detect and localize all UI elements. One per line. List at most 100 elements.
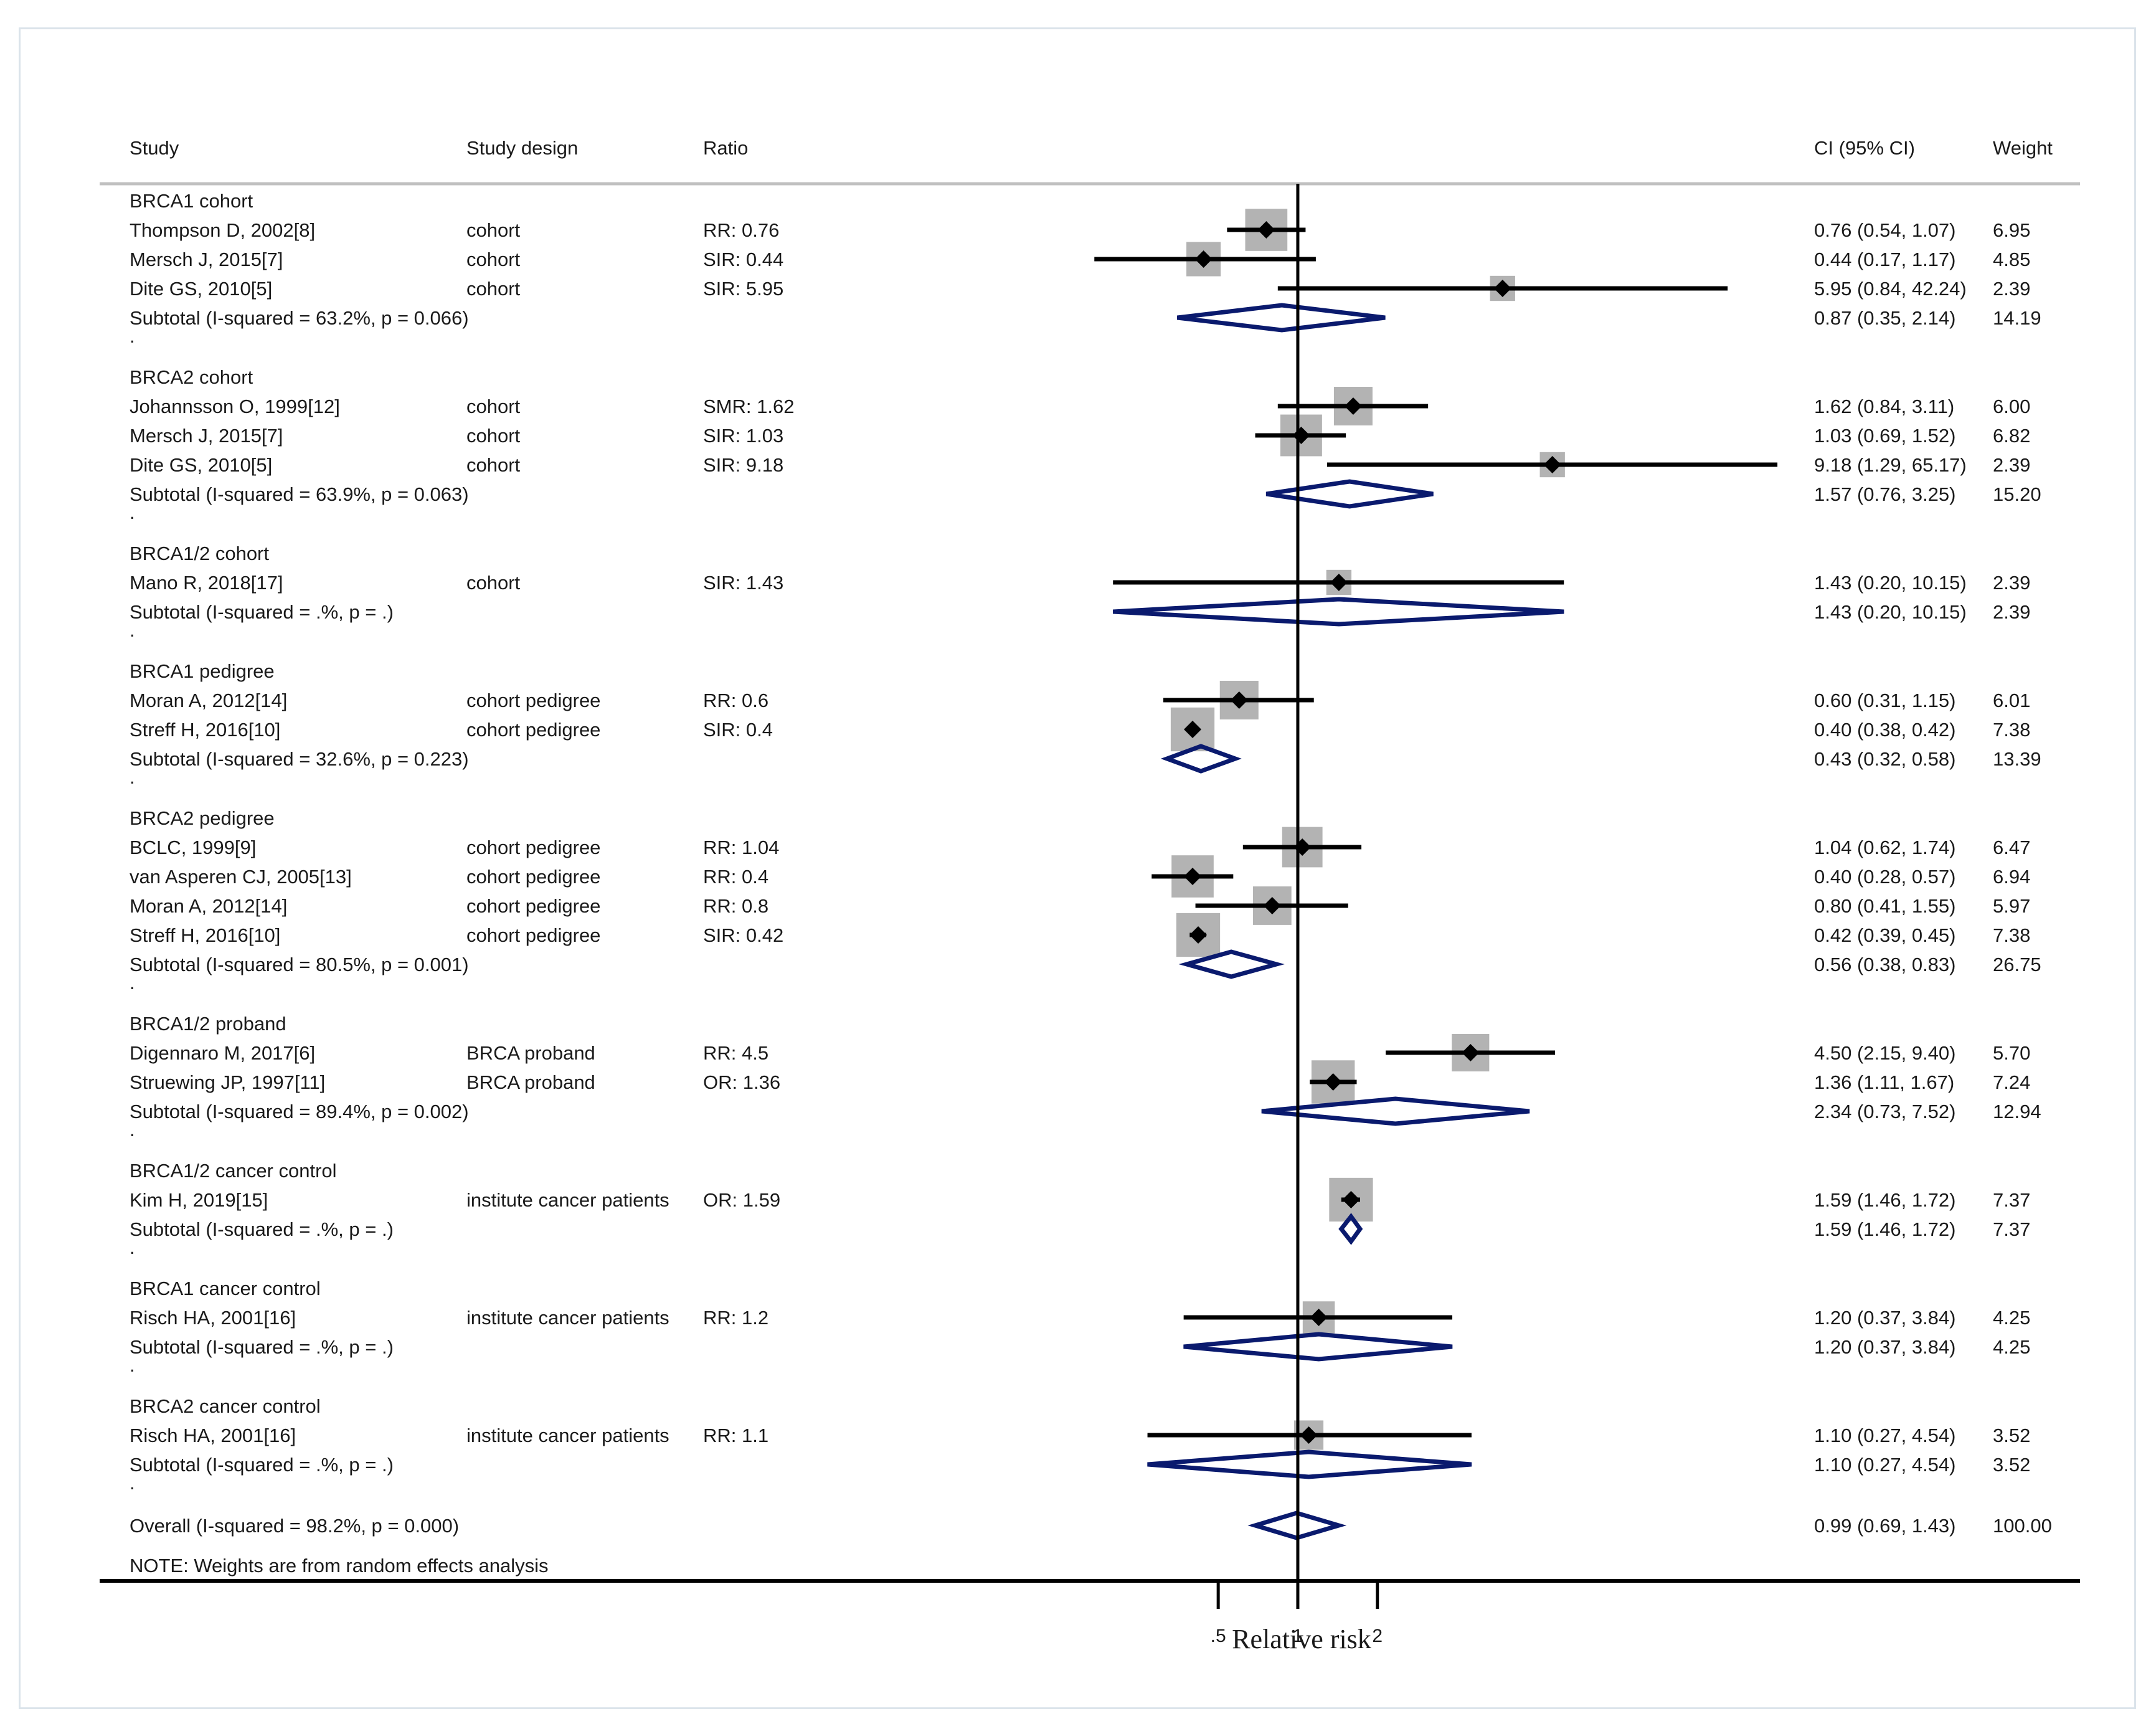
x-tick-label: .5 [1211,1626,1226,1646]
study-design: cohort pedigree [466,924,600,946]
point-estimate [1543,456,1561,473]
subtotal-diamond [1261,1096,1530,1126]
study-ratio: SIR: 0.44 [703,249,783,270]
point-estimate [1493,280,1511,297]
study-ratio: RR: 1.04 [703,837,779,858]
subtotal-label: Subtotal (I-squared = .%, p = .) [130,1336,394,1358]
study-design: cohort pedigree [466,719,600,741]
study-design: cohort pedigree [466,690,600,711]
study-ci: 1.10 (0.27, 4.54) [1814,1425,1956,1446]
subtotal-label: Subtotal (I-squared = 89.4%, p = 0.002) [130,1101,469,1122]
study-design: institute cancer patients [466,1425,669,1446]
point-estimate [1462,1044,1480,1061]
study-weight: 5.97 [1993,895,2030,917]
subtotal-weight: 13.39 [1993,748,2041,770]
study-ci: 9.18 (1.29, 65.17) [1814,454,1967,476]
study-design: cohort pedigree [466,895,600,917]
study-ratio: SIR: 0.42 [703,924,783,946]
subtotal-label: Subtotal (I-squared = .%, p = .) [130,1218,394,1240]
study-ratio: SIR: 1.43 [703,572,783,594]
study-weight: 6.82 [1993,425,2030,447]
study-ratio: RR: 0.6 [703,690,768,711]
subtotal-label: Subtotal (I-squared = 63.2%, p = 0.066) [130,307,469,329]
point-estimate [1189,926,1208,944]
subtotal-ci: 0.87 (0.35, 2.14) [1814,307,1956,329]
separator-dot: . [130,1354,135,1376]
point-estimate [1324,1073,1342,1091]
group-header: BRCA1 cancer control [130,1278,321,1299]
separator-dot: . [130,766,135,788]
group-header: BRCA1/2 cohort [130,543,269,564]
study-weight: 6.01 [1993,690,2030,711]
study-design: BRCA proband [466,1042,595,1064]
group-header: BRCA1 cohort [130,190,253,212]
study-ratio: RR: 1.2 [703,1307,768,1329]
x-axis-label: Relative risk [1232,1624,1371,1654]
study-ci: 1.04 (0.62, 1.74) [1814,837,1956,858]
study-ratio: SIR: 1.03 [703,425,783,447]
study-name: Mersch J, 2015[7] [130,425,283,447]
point-estimate [1184,868,1202,885]
study-ratio: RR: 1.1 [703,1425,768,1446]
subtotal-diamond [1265,479,1434,509]
point-estimate [1257,221,1275,239]
subtotal-ci: 1.20 (0.37, 3.84) [1814,1336,1956,1358]
study-ratio: SIR: 9.18 [703,454,783,476]
study-design: BRCA proband [466,1071,595,1093]
study-weight: 6.00 [1993,396,2030,417]
study-weight: 7.38 [1993,719,2030,741]
study-weight: 6.94 [1993,866,2030,888]
study-weight: 2.39 [1993,278,2030,300]
study-name: Risch HA, 2001[16] [130,1307,296,1329]
study-ci: 1.62 (0.84, 3.11) [1814,396,1954,417]
study-name: Moran A, 2012[14] [130,895,287,917]
x-tick-label: 2 [1372,1626,1383,1646]
study-name: Risch HA, 2001[16] [130,1425,296,1446]
study-ci: 1.43 (0.20, 10.15) [1814,572,1967,594]
study-ci: 1.03 (0.69, 1.52) [1814,425,1956,447]
group-header: BRCA2 cohort [130,366,253,388]
point-estimate [1300,1426,1318,1444]
study-design: institute cancer patients [466,1307,669,1329]
point-estimate [1310,1309,1328,1326]
study-design: cohort [466,278,521,300]
subtotal-label: Subtotal (I-squared = .%, p = .) [130,1454,394,1476]
study-ci: 0.42 (0.39, 0.45) [1814,924,1956,946]
subtotal-ci: 2.34 (0.73, 7.52) [1814,1101,1956,1122]
study-ci: 5.95 (0.84, 42.24) [1814,278,1967,300]
study-ratio: OR: 1.59 [703,1189,780,1211]
study-name: Dite GS, 2010[5] [130,278,272,300]
study-name: Mersch J, 2015[7] [130,249,283,270]
study-weight: 3.52 [1993,1425,2030,1446]
study-design: institute cancer patients [466,1189,669,1211]
study-ratio: OR: 1.36 [703,1071,780,1093]
subtotal-weight: 26.75 [1993,954,2041,975]
study-ci: 0.60 (0.31, 1.15) [1814,690,1956,711]
study-weight: 5.70 [1993,1042,2030,1064]
study-ratio: SMR: 1.62 [703,396,794,417]
study-name: Streff H, 2016[10] [130,719,280,741]
separator-dot: . [130,501,135,523]
figure-frame [19,27,2136,1709]
subtotal-weight: 12.94 [1993,1101,2041,1122]
header-study: Study [130,137,179,159]
overall-diamond [1247,1510,1347,1540]
study-name: van Asperen CJ, 2005[13] [130,866,352,888]
separator-dot: . [130,972,135,994]
study-ratio: SIR: 0.4 [703,719,773,741]
study-name: Kim H, 2019[15] [130,1189,268,1211]
study-ci: 0.40 (0.38, 0.42) [1814,719,1956,741]
study-design: cohort [466,425,521,447]
header-weight: Weight [1993,137,2053,159]
study-ci: 1.36 (1.11, 1.67) [1814,1071,1954,1093]
subtotal-label: Subtotal (I-squared = 32.6%, p = 0.223) [130,748,469,770]
study-name: Streff H, 2016[10] [130,924,280,946]
study-weight: 4.85 [1993,249,2030,270]
study-ci: 4.50 (2.15, 9.40) [1814,1042,1956,1064]
study-ci: 0.40 (0.28, 0.57) [1814,866,1956,888]
study-ci: 0.80 (0.41, 1.55) [1814,895,1956,917]
study-ratio: RR: 0.8 [703,895,768,917]
study-ratio: RR: 0.4 [703,866,768,888]
study-ratio: RR: 4.5 [703,1042,768,1064]
